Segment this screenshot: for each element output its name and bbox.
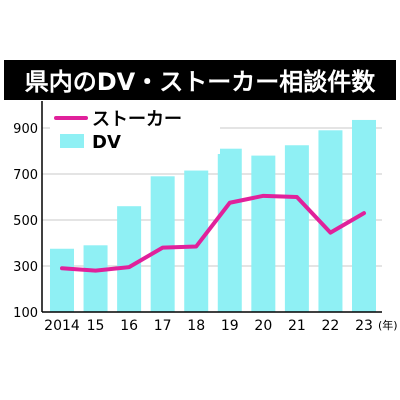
y-tick-label: 500 (13, 214, 38, 229)
bar-dv-2014 (50, 248, 74, 312)
x-unit-label: (年) (378, 318, 398, 332)
x-tick-label: 22 (322, 318, 340, 334)
legend-label-dv: DV (92, 132, 121, 153)
y-tick-label: 300 (13, 260, 38, 275)
bar-dv-17 (150, 176, 175, 312)
legend-swatch-dv (60, 134, 84, 148)
x-tick-labels: 2014 15 16 17 18 19 20 21 22 23 (年) (44, 318, 397, 334)
line-series (60, 193, 366, 273)
line-stalker (60, 193, 366, 273)
legend-label-stalker: ストーカー (92, 109, 182, 130)
y-tick-labels: 100 300 500 700 900 (13, 122, 38, 321)
x-tick-label: 15 (87, 318, 105, 334)
x-tick-label: 17 (154, 318, 172, 334)
bar-dv-22 (318, 130, 343, 312)
x-tick-label: 20 (254, 318, 272, 334)
x-tick-label: 18 (187, 318, 205, 334)
bar-dv-18 (184, 170, 209, 312)
bar-dv-16 (117, 206, 142, 312)
x-tick-label: 16 (120, 318, 138, 334)
bar-dv-15 (83, 245, 108, 312)
y-tick-label: 900 (13, 122, 38, 137)
x-tick-label: 2014 (44, 318, 80, 334)
x-tick-label: 19 (221, 318, 239, 334)
bar-dv-20 (251, 155, 276, 312)
y-tick-label: 100 (13, 306, 38, 321)
x-tick-label: 21 (288, 318, 306, 334)
x-tick-label: 23 (355, 318, 373, 334)
bar-dv-19 (217, 148, 242, 312)
y-tick-label: 700 (13, 168, 38, 183)
chart-title: 県内のDV・ストーカー相談件数 (25, 68, 376, 96)
bar-dv-21 (284, 145, 309, 312)
axes (41, 101, 382, 313)
title-bar (4, 60, 396, 100)
